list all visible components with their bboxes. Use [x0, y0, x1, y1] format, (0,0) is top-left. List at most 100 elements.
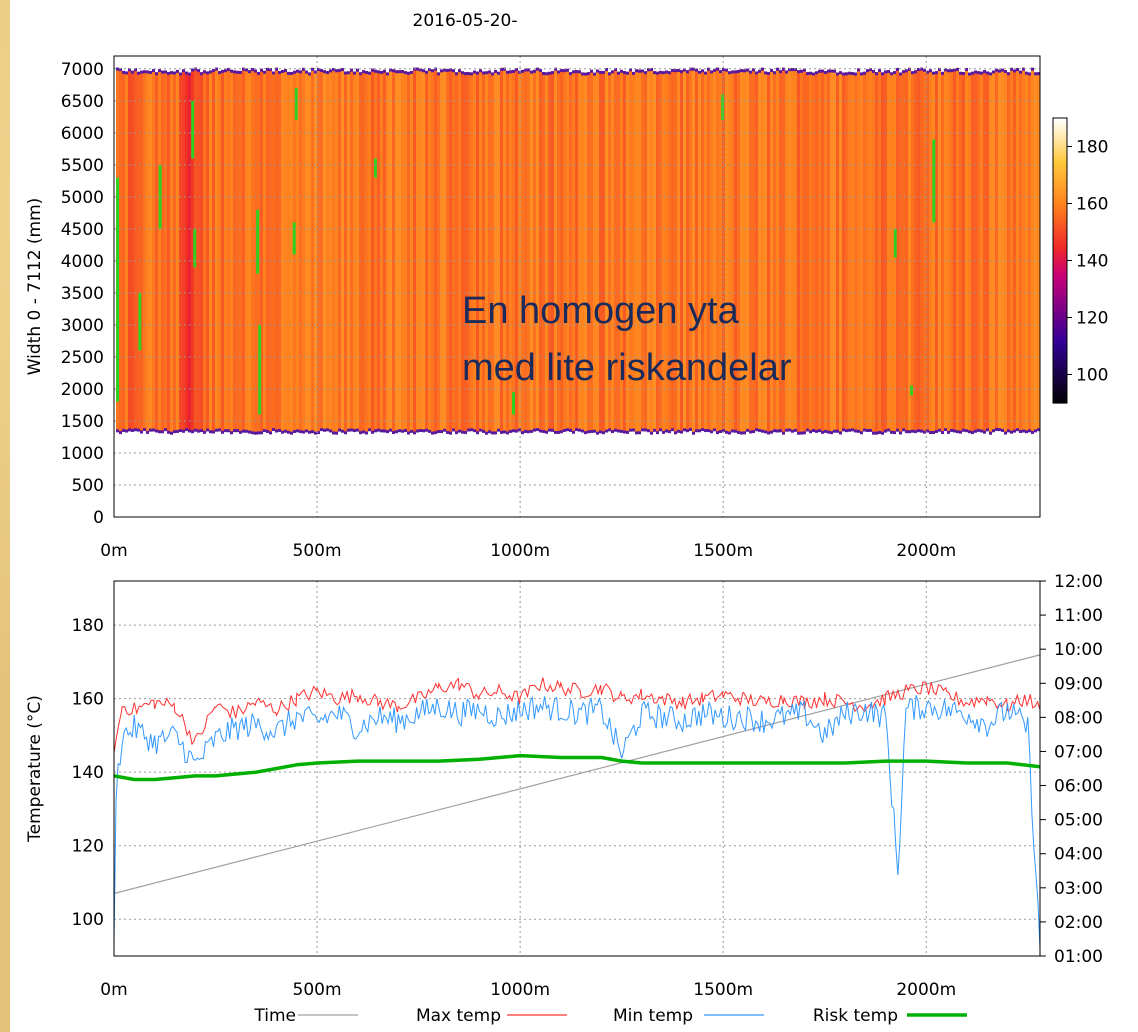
heatmap-edge-bottom — [143, 428, 146, 432]
heatmap-edge-bottom — [506, 431, 509, 435]
heatmap-strip — [416, 67, 419, 432]
heatmap-edge-top — [821, 69, 824, 73]
heatmap-strip — [344, 71, 347, 434]
heatmap-edge-top — [254, 69, 257, 73]
heatmap-edge-bottom — [200, 429, 203, 433]
heatmap-strip — [614, 67, 617, 431]
heatmap-strip — [851, 72, 854, 431]
heatmap-strip — [218, 71, 221, 431]
heatmap-strip — [221, 69, 224, 433]
heatmap-edge-bottom — [242, 429, 245, 433]
heatmap-strip — [932, 71, 935, 433]
heatmap-strip — [485, 71, 488, 434]
heatmap-edge-top — [914, 70, 917, 74]
heatmap-edge-top — [761, 67, 764, 71]
heatmap-edge-top — [623, 71, 626, 75]
heatmap-edge-bottom — [734, 429, 737, 433]
heatmap-edge-top — [629, 68, 632, 72]
heatmap-edge-bottom — [605, 429, 608, 433]
heatmap-edge-top — [200, 72, 203, 76]
heatmap-strip — [179, 72, 182, 432]
heatmap-edge-bottom — [305, 429, 308, 433]
heatmap-edge-top — [308, 72, 311, 76]
colorbar-step — [1053, 328, 1067, 333]
heatmap-edge-bottom — [539, 429, 542, 433]
heatmap-strip — [956, 67, 959, 433]
heatmap-strip — [437, 72, 440, 433]
heatmap-edge-bottom — [884, 429, 887, 433]
heatmap-strip — [431, 69, 434, 434]
colorbar-step — [1053, 300, 1067, 304]
heatmap-edge-bottom — [503, 430, 506, 434]
heatmap-edge-bottom — [857, 429, 860, 433]
heatmap-strip — [332, 67, 335, 434]
heatmap-strip — [497, 71, 500, 431]
heatmap-edge-top — [176, 69, 179, 73]
heatmap-strip — [617, 71, 620, 432]
heatmap-edge-bottom — [362, 430, 365, 434]
heatmap-strip — [653, 71, 656, 431]
heatmap-edge-bottom — [158, 430, 161, 434]
heatmap-edge-top — [440, 69, 443, 73]
legend-label: Min temp — [613, 1006, 693, 1026]
heatmap-strip — [911, 71, 914, 432]
heatmap-edge-bottom — [302, 430, 305, 434]
heatmap-edge-bottom — [731, 429, 734, 433]
heatmap-edge-bottom — [881, 431, 884, 435]
colorbar-tick-label: 160 — [1076, 195, 1108, 215]
heatmap-edge-top — [416, 67, 419, 71]
heatmap-edge-bottom — [422, 429, 425, 433]
heatmap-strip — [896, 67, 899, 431]
heatmap-strip — [362, 70, 365, 433]
heatmap-strip — [788, 68, 791, 431]
heatmap-edge-bottom — [176, 429, 179, 433]
heatmap-strip — [965, 67, 968, 432]
y-tick-label: 100 — [72, 910, 104, 930]
heatmap-edge-top — [422, 69, 425, 73]
heatmap-edge-bottom — [263, 429, 266, 433]
heatmap-edge-top — [1001, 68, 1004, 72]
heatmap-strip — [317, 68, 320, 434]
heatmap-strip — [980, 71, 983, 432]
heatmap-strip — [539, 68, 542, 432]
heatmap-strip — [983, 70, 986, 433]
heatmap-edge-top — [974, 70, 977, 74]
heatmap-edge-top — [749, 70, 752, 74]
hot-spot — [258, 324, 262, 415]
heatmap-strip — [740, 69, 743, 434]
y2-tick-label: 10:00 — [1054, 640, 1103, 660]
heatmap-strip — [899, 72, 902, 434]
heatmap-edge-bottom — [356, 428, 359, 432]
heatmap-strip — [575, 70, 578, 431]
heatmap-edge-top — [671, 68, 674, 72]
heatmap-strip — [827, 69, 830, 433]
heatmap-edge-top — [1004, 70, 1007, 74]
heatmap-edge-bottom — [419, 428, 422, 432]
heatmap-strip — [683, 68, 686, 431]
colorbar-step — [1053, 229, 1067, 233]
heatmap-edge-bottom — [848, 428, 851, 432]
heatmap-strip — [794, 68, 797, 431]
heatmap-edge-top — [383, 69, 386, 73]
heatmap-edge-bottom — [353, 429, 356, 433]
heatmap-strip — [272, 71, 275, 430]
heatmap-edge-top — [803, 68, 806, 72]
heatmap-edge-bottom — [161, 430, 164, 434]
heatmap-edge-top — [830, 69, 833, 73]
colorbar-step — [1053, 377, 1067, 381]
colorbar-step — [1053, 237, 1067, 242]
heatmap-edge-top — [683, 68, 686, 72]
heatmap-edge-top — [473, 70, 476, 74]
heatmap-strip — [1016, 68, 1019, 431]
heatmap-edge-bottom — [179, 429, 182, 433]
heatmap-edge-top — [404, 71, 407, 75]
heatmap-strip — [248, 70, 251, 433]
hot-spot — [193, 228, 197, 268]
heatmap-edge-top — [1019, 70, 1022, 74]
heatmap-strip — [950, 69, 953, 431]
heatmap-edge-top — [890, 72, 893, 76]
heatmap-strip — [557, 70, 560, 433]
heatmap-strip — [548, 71, 551, 431]
colorbar-step — [1053, 120, 1067, 125]
heatmap-strip — [635, 69, 638, 434]
